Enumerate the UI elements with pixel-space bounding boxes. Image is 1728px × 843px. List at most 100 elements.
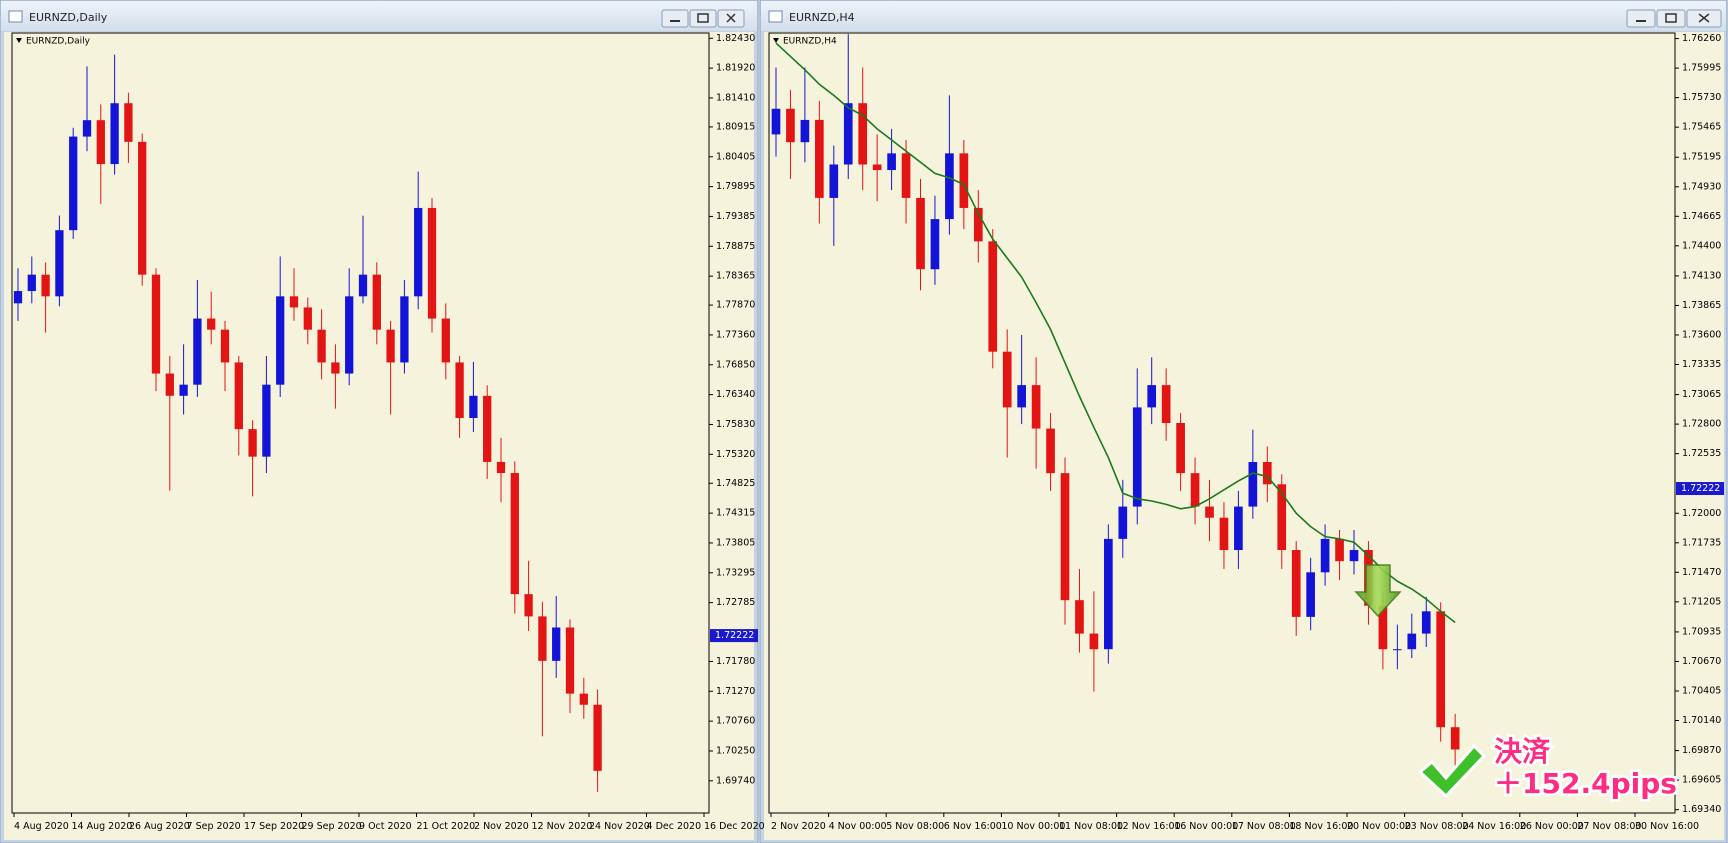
maximize-button[interactable] (1656, 9, 1686, 28)
last-price-label: 1.72222 (1681, 483, 1720, 494)
minimize-button[interactable] (661, 9, 689, 28)
y-tick-label: 1.78365 (716, 271, 755, 282)
candle-body (786, 108, 795, 143)
x-tick-label: 2 Nov 2020 (474, 821, 529, 832)
candle-body (1219, 517, 1229, 551)
candle-body (1017, 385, 1026, 408)
last-price-label: 1.72222 (715, 630, 754, 641)
candle-body (82, 120, 92, 137)
candle-body (41, 274, 50, 297)
candle-body (1161, 385, 1171, 423)
candle-body (1147, 385, 1157, 408)
candle-body (1190, 473, 1200, 507)
candle-body (1248, 462, 1258, 507)
candle-body (1378, 605, 1388, 650)
y-tick-label: 1.80915 (716, 121, 755, 132)
maximize-button[interactable] (689, 9, 717, 28)
sell-arrow-icon (1354, 564, 1402, 618)
y-tick-label: 1.75465 (1682, 122, 1721, 133)
moving-average (775, 42, 1456, 624)
x-tick-label: 4 Dec 2020 (647, 821, 702, 832)
y-tick-label: 1.79895 (716, 181, 755, 192)
candle-body (988, 241, 998, 352)
candle-body (1089, 633, 1099, 650)
y-tick-label: 1.71270 (716, 686, 755, 697)
x-tick-label: 30 Nov 16:00 (1635, 821, 1699, 832)
candle-body (414, 207, 423, 297)
candle-body (1060, 473, 1070, 601)
y-tick-label: 1.73295 (716, 567, 755, 578)
candle-body (593, 704, 602, 771)
candle-body (483, 395, 492, 462)
x-tick-label: 5 Nov 08:00 (886, 821, 944, 832)
y-tick-label: 1.71780 (716, 656, 755, 667)
candle-body (524, 594, 533, 617)
candle-body (317, 329, 326, 363)
candle-body (843, 103, 853, 165)
y-tick-label: 1.73335 (1682, 359, 1721, 370)
y-tick-label: 1.71735 (1682, 537, 1721, 548)
candle-body (358, 274, 368, 297)
candle-body (303, 307, 312, 330)
x-tick-label: 14 Aug 2020 (72, 821, 133, 832)
x-tick-label: 24 Nov 16:00 (1462, 821, 1526, 832)
window-buttons[interactable] (1626, 9, 1722, 28)
maximize-glyph (1665, 13, 1677, 23)
x-tick-label: 24 Nov 2020 (589, 821, 650, 832)
candle-body (1262, 462, 1272, 485)
minimize-button[interactable] (1626, 9, 1656, 28)
candle-body (1205, 506, 1214, 518)
x-tick-label: 18 Nov 16:00 (1289, 821, 1353, 832)
candle-body (27, 274, 36, 292)
candle-body (1075, 600, 1084, 634)
y-tick-label: 1.76260 (1682, 33, 1721, 44)
title-bar (1, 1, 757, 31)
candle-body (96, 120, 105, 165)
x-tick-label: 7 Sep 2020 (187, 821, 241, 832)
y-tick-label: 1.71205 (1682, 596, 1721, 607)
check-icon (1417, 743, 1487, 799)
y-tick-label: 1.70250 (716, 745, 755, 756)
candle-body (1277, 484, 1287, 551)
y-tick-label: 1.74400 (1682, 240, 1721, 251)
chart-label: EURNZD,H4 (783, 37, 837, 47)
x-tick-label: 29 Sep 2020 (302, 821, 362, 832)
x-tick-label: 11 Nov 08:00 (1059, 821, 1123, 832)
y-tick-label: 1.69870 (1682, 745, 1721, 756)
x-tick-label: 16 Nov 00:00 (1174, 821, 1238, 832)
x-tick-label: 17 Nov 08:00 (1232, 821, 1296, 832)
plot-border (768, 32, 1676, 814)
candle-body (1421, 611, 1431, 634)
y-tick-label: 1.72800 (1682, 419, 1721, 430)
maximize-glyph (697, 13, 709, 23)
y-tick-label: 1.70935 (1682, 626, 1721, 637)
candle-body (959, 153, 969, 208)
y-tick-label: 1.69605 (1682, 775, 1721, 786)
last-price-box (1676, 482, 1724, 496)
candle-body (69, 136, 78, 231)
candle-body (1234, 506, 1243, 551)
candle-body (179, 384, 188, 396)
window-buttons[interactable] (661, 9, 745, 28)
y-tick-label: 1.74825 (716, 478, 755, 489)
window-icon (8, 10, 23, 23)
candle-body (858, 103, 868, 165)
candle-body (1291, 550, 1301, 617)
candle-body (552, 627, 561, 661)
x-tick-label: 26 Nov 00:00 (1520, 821, 1584, 832)
candle-body (1407, 633, 1417, 650)
window-title: EURNZD,H4 (789, 11, 855, 24)
candle-body (248, 429, 257, 457)
candle-body (13, 291, 23, 304)
candle-body (165, 373, 174, 396)
x-tick-label: 23 Nov 08:00 (1405, 821, 1469, 832)
candle-body (1306, 572, 1315, 617)
y-tick-label: 1.71470 (1682, 567, 1721, 578)
candle-body (427, 207, 437, 319)
annotation-text: 決済 (1494, 735, 1551, 768)
plot-border (11, 32, 710, 814)
y-tick-label: 1.76340 (716, 389, 755, 400)
candle-body (138, 141, 147, 275)
candle-body (579, 693, 588, 705)
